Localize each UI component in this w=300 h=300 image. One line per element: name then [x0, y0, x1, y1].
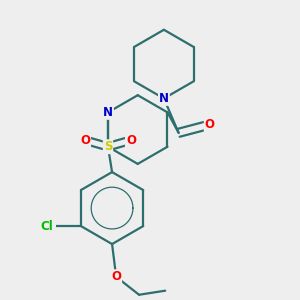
Text: Cl: Cl — [40, 220, 53, 232]
Text: O: O — [205, 118, 215, 131]
Text: O: O — [111, 270, 121, 283]
Text: O: O — [126, 134, 136, 147]
Text: O: O — [80, 134, 90, 147]
Text: N: N — [159, 92, 169, 105]
Text: S: S — [104, 140, 112, 153]
Text: N: N — [103, 106, 113, 119]
